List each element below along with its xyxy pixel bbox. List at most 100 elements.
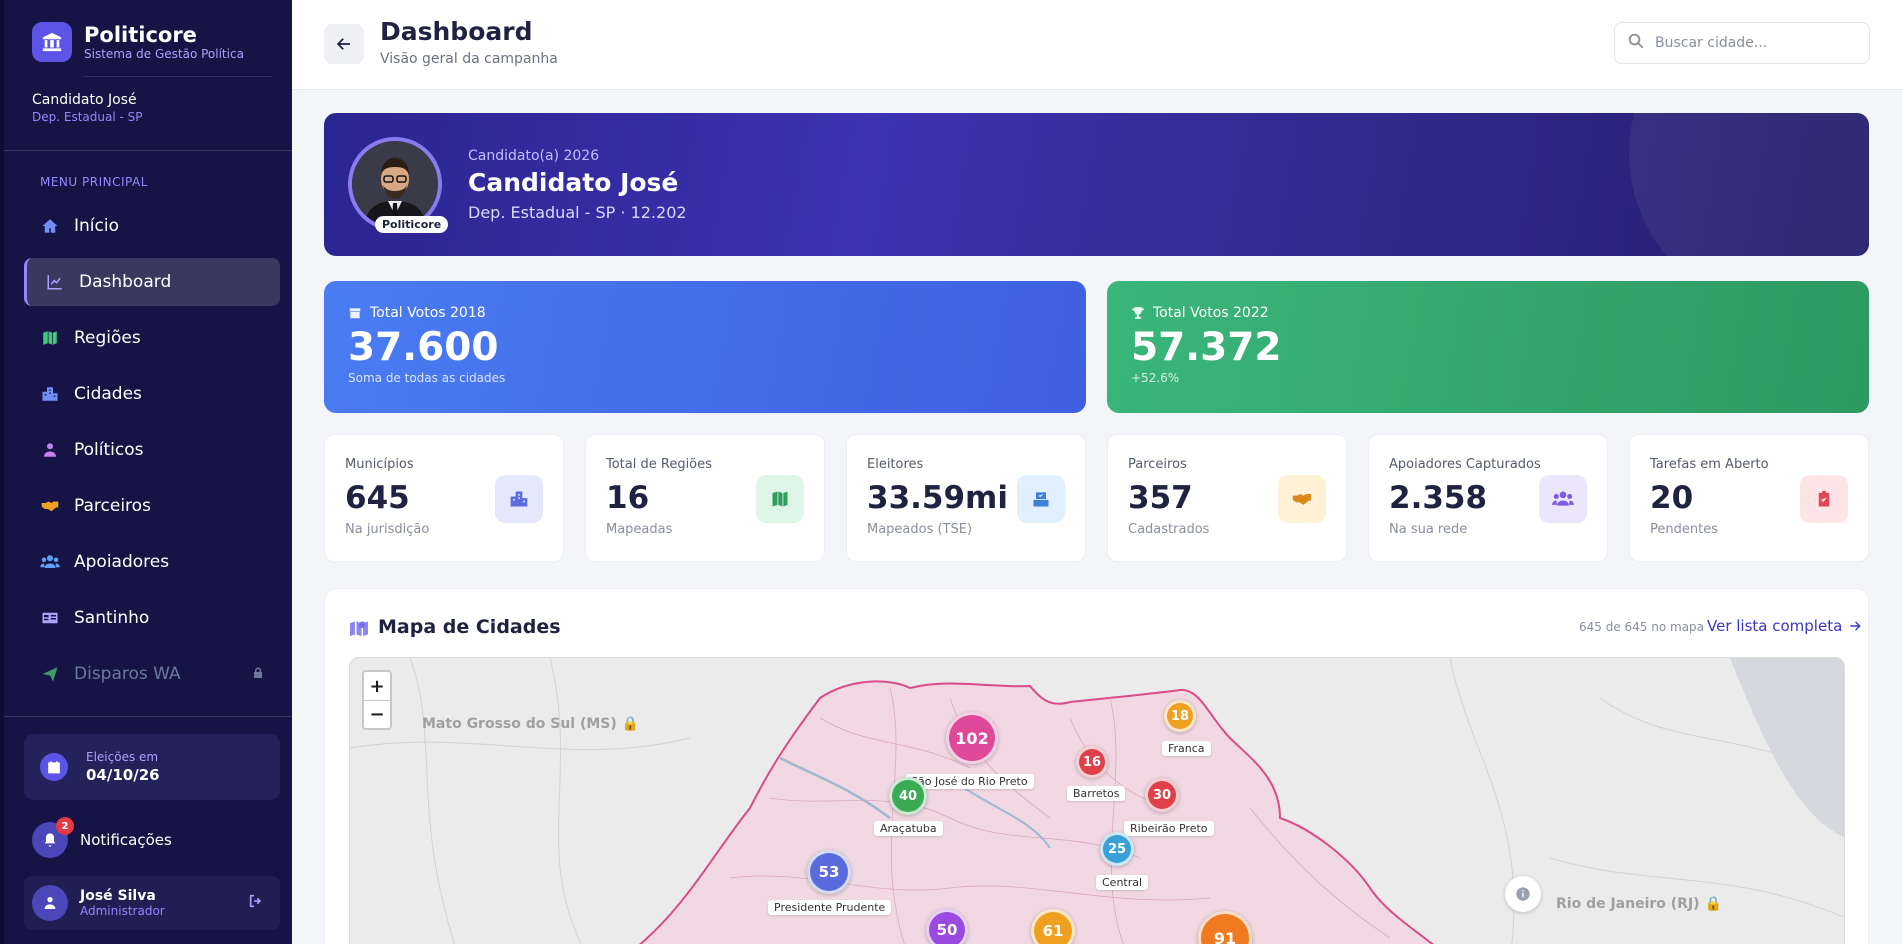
divider <box>84 76 272 77</box>
votes-growth: +52.6% <box>1131 371 1180 385</box>
zoom-controls: + − <box>362 670 392 730</box>
menu-item-dashboard[interactable]: Dashboard <box>24 258 280 306</box>
page-title: Dashboard <box>380 17 533 46</box>
sidebar: Politicore Sistema de Gestão Política Ca… <box>0 0 292 944</box>
votes-note: Soma de todas as cidades <box>348 371 506 385</box>
zoom-out-button[interactable]: − <box>364 700 390 728</box>
stat-label: Apoiadores Capturados <box>1389 457 1541 472</box>
handshake-icon <box>40 496 60 516</box>
stat-card-tarefas: Tarefas em Aberto 20 Pendentes <box>1629 434 1869 562</box>
stat-note: Cadastrados <box>1128 522 1210 537</box>
stat-note: Pendentes <box>1650 522 1718 537</box>
arrow-left-icon <box>336 38 350 50</box>
city-cluster[interactable]: 30 <box>1145 778 1179 812</box>
brand-badge: Politicore <box>375 216 449 233</box>
stat-label: Parceiros <box>1128 457 1187 472</box>
candidate-role: Dep. Estadual - SP <box>32 110 143 124</box>
stat-label: Total de Regiões <box>606 457 712 472</box>
send-icon <box>40 664 60 684</box>
back-button[interactable] <box>324 24 364 64</box>
candidate-hero: Politicore Candidato(a) 2026 Candidato J… <box>324 113 1869 256</box>
menu-item-label: Santinho <box>74 608 150 628</box>
stat-note: Mapeados (TSE) <box>867 522 973 537</box>
menu-item-regioes[interactable]: Regiões <box>24 314 280 362</box>
handshake-icon <box>1278 475 1326 523</box>
clipboard-icon <box>1800 475 1848 523</box>
menu-item-apoiadores[interactable]: Apoiadores <box>24 538 280 586</box>
stat-note: Mapeadas <box>606 522 673 537</box>
city-map[interactable]: + − Mato Grosso do Sul (MS) 🔒 Rio de Jan… <box>349 657 1845 944</box>
candidate-year: Candidato(a) 2026 <box>468 148 600 164</box>
city-icon <box>40 384 60 404</box>
top-bar: Dashboard Visão geral da campanha <box>292 0 1902 90</box>
city-label: Ribeirão Preto <box>1124 821 1214 836</box>
zoom-in-button[interactable]: + <box>369 675 385 697</box>
city-label: Central <box>1096 875 1149 890</box>
stat-card-apoiadores: Apoiadores Capturados 2.358 Na sua rede <box>1368 434 1608 562</box>
menu-item-disparos-wa[interactable]: Disparos WA <box>24 650 280 698</box>
state-label-ms: Mato Grosso do Sul (MS) 🔒 <box>422 716 640 732</box>
map-title: Mapa de Cidades <box>378 616 561 638</box>
candidate-info: Candidato José Dep. Estadual - SP <box>32 92 142 124</box>
bell-icon: 2 <box>32 817 74 858</box>
menu-item-politicos[interactable]: Políticos <box>24 426 280 474</box>
city-label: São José do Rio Preto <box>905 774 1034 789</box>
calendar-icon <box>40 753 68 781</box>
city-label: Barretos <box>1067 786 1126 801</box>
election-label: Eleições em <box>86 750 159 764</box>
notifications-button[interactable]: 2 Notificações <box>32 817 172 858</box>
city-cluster[interactable]: 53 <box>807 850 851 894</box>
notification-badge: 2 <box>56 817 74 835</box>
menu-item-cidades[interactable]: Cidades <box>24 370 280 418</box>
city-cluster[interactable]: 40 <box>889 777 927 815</box>
stat-note: Na sua rede <box>1389 522 1468 537</box>
city-cluster[interactable]: 61 <box>1031 909 1075 944</box>
menu-item-parceiros[interactable]: Parceiros <box>24 482 280 530</box>
stat-value: 645 <box>345 480 410 516</box>
map-marker-icon <box>349 619 369 641</box>
logout-icon[interactable] <box>248 893 264 913</box>
candidate-photo <box>348 137 442 231</box>
user-profile[interactable]: José Silva Administrador <box>24 876 280 930</box>
brand-subtitle: Sistema de Gestão Política <box>84 47 244 61</box>
brand[interactable]: Politicore Sistema de Gestão Política <box>32 22 244 62</box>
stat-value: 16 <box>606 480 650 516</box>
lock-icon: 🔒 <box>621 716 640 732</box>
menu-item-inicio[interactable]: Início <box>24 202 280 250</box>
state-label-rj: Rio de Janeiro (RJ) 🔒 <box>1556 896 1722 912</box>
map-info-button[interactable] <box>1505 876 1541 912</box>
chart-line-icon <box>45 272 65 292</box>
page-subtitle: Visão geral da campanha <box>380 51 558 67</box>
menu-item-label: Políticos <box>74 440 144 460</box>
users-icon <box>1539 475 1587 523</box>
search-input[interactable] <box>1655 35 1855 51</box>
candidate-role: Dep. Estadual - SP · 12.202 <box>468 203 687 222</box>
city-cluster[interactable]: 16 <box>1076 746 1108 778</box>
search-icon <box>1627 32 1645 54</box>
view-full-list-link[interactable]: Ver lista completa <box>1707 617 1862 635</box>
menu-item-label: Início <box>74 216 119 236</box>
city-cluster[interactable]: 25 <box>1100 832 1134 866</box>
home-icon <box>40 216 60 236</box>
menu-item-santinho[interactable]: Santinho <box>24 594 280 642</box>
city-label: Presidente Prudente <box>768 900 892 915</box>
lock-icon <box>252 664 264 684</box>
users-icon <box>40 552 60 572</box>
person-icon <box>40 440 60 460</box>
city-label: Araçatuba <box>874 821 943 836</box>
info-icon <box>1516 887 1530 901</box>
trophy-icon <box>1131 306 1145 320</box>
arrow-right-icon <box>1850 621 1861 631</box>
link-label: Ver lista completa <box>1707 617 1843 635</box>
city-cluster[interactable]: 50 <box>926 909 968 944</box>
stat-card-eleitores: Eleitores 33.59mi Mapeados (TSE) <box>846 434 1086 562</box>
stat-label: Municípios <box>345 457 414 472</box>
search-box[interactable] <box>1614 22 1870 64</box>
city-cluster[interactable]: 18 <box>1164 700 1196 732</box>
city-cluster[interactable]: 102 <box>946 712 998 764</box>
menu-item-label: Apoiadores <box>74 552 170 572</box>
map-icon <box>40 328 60 348</box>
votes-2022-card: Total Votos 2022 57.372 +52.6% <box>1107 281 1869 413</box>
election-countdown: Eleições em 04/10/26 <box>24 734 280 800</box>
votes-label: Total Votos 2022 <box>1153 305 1269 321</box>
